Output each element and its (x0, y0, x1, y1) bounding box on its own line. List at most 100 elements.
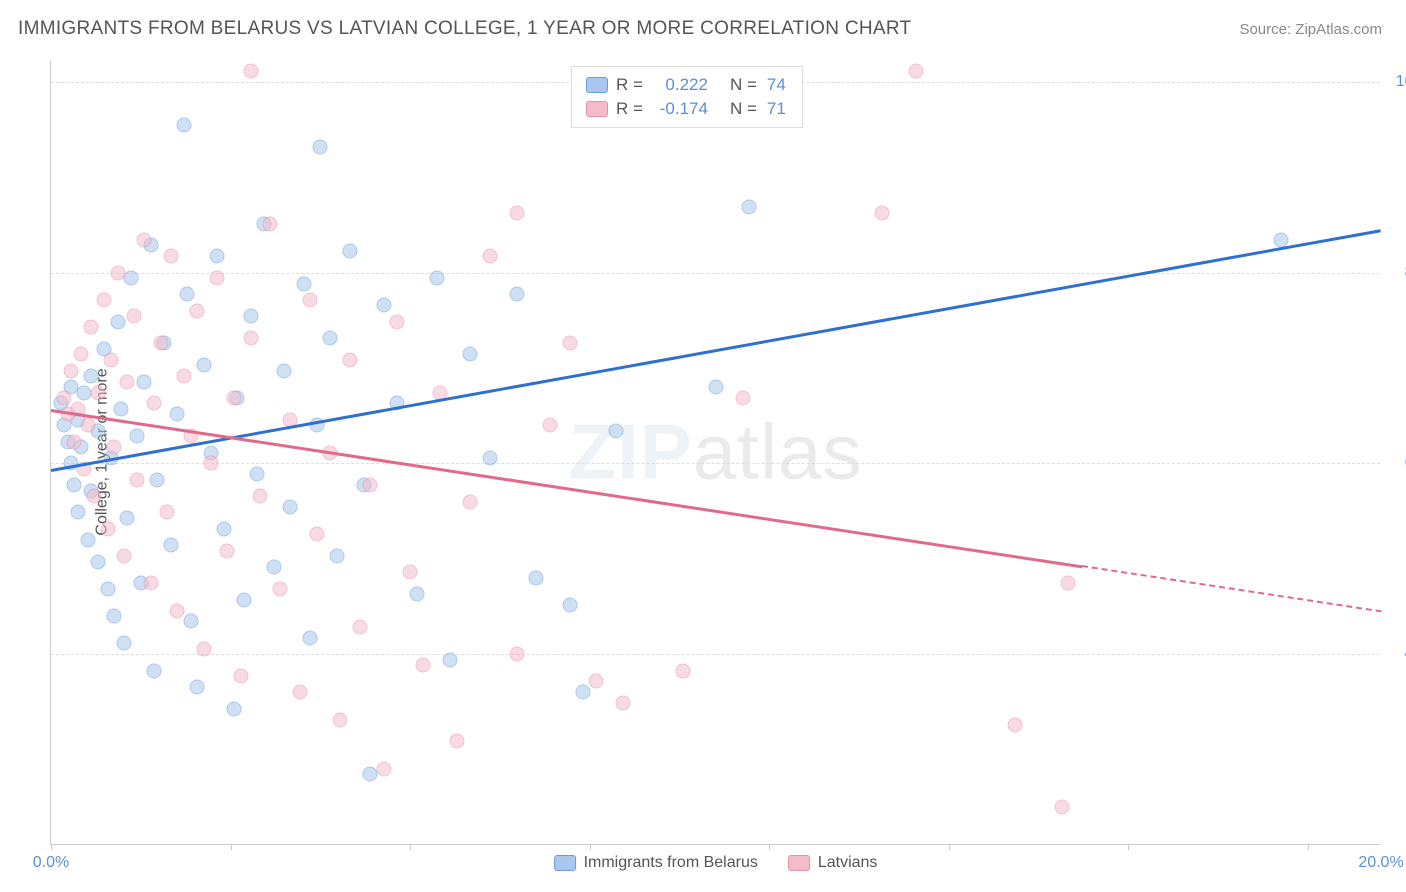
watermark: ZIPatlas (568, 407, 862, 498)
data-point (363, 478, 378, 493)
data-point (709, 380, 724, 395)
data-point (226, 390, 241, 405)
data-point (73, 347, 88, 362)
data-point (329, 549, 344, 564)
gridline (51, 463, 1380, 464)
data-point (67, 478, 82, 493)
n-label: N = (730, 75, 757, 95)
data-point (216, 521, 231, 536)
data-point (735, 390, 750, 405)
data-point (130, 429, 145, 444)
x-tick (590, 844, 591, 850)
data-point (170, 407, 185, 422)
data-point (67, 434, 82, 449)
data-point (153, 336, 168, 351)
data-point (243, 63, 258, 78)
data-point (273, 581, 288, 596)
data-point (123, 271, 138, 286)
data-point (443, 652, 458, 667)
data-point (243, 331, 258, 346)
data-point (147, 396, 162, 411)
x-tick (949, 844, 950, 850)
data-point (509, 287, 524, 302)
legend-swatch (788, 855, 810, 871)
data-point (376, 761, 391, 776)
data-point (120, 374, 135, 389)
data-point (87, 489, 102, 504)
data-point (100, 581, 115, 596)
data-point (343, 243, 358, 258)
data-point (113, 401, 128, 416)
data-point (276, 363, 291, 378)
series-name: Immigrants from Belarus (584, 854, 758, 872)
x-tick-label: 0.0% (33, 854, 69, 872)
data-point (220, 543, 235, 558)
trend-line (51, 229, 1381, 471)
data-point (243, 309, 258, 324)
data-point (313, 140, 328, 155)
data-point (323, 331, 338, 346)
data-point (389, 314, 404, 329)
gridline (51, 273, 1380, 274)
data-point (80, 532, 95, 547)
data-point (482, 249, 497, 264)
n-value: 71 (767, 99, 786, 119)
legend-item: Latvians (788, 854, 878, 872)
r-label: R = (616, 99, 643, 119)
data-point (110, 265, 125, 280)
data-point (1061, 576, 1076, 591)
data-point (310, 527, 325, 542)
data-point (150, 472, 165, 487)
x-tick (1128, 844, 1129, 850)
x-tick (1308, 844, 1309, 850)
legend-row: R =0.222N =74 (586, 73, 788, 97)
data-point (303, 630, 318, 645)
data-point (107, 609, 122, 624)
data-point (177, 118, 192, 133)
data-point (137, 232, 152, 247)
data-point (143, 576, 158, 591)
chart-title: IMMIGRANTS FROM BELARUS VS LATVIAN COLLE… (18, 18, 911, 40)
data-point (529, 570, 544, 585)
data-point (742, 200, 757, 215)
data-point (190, 303, 205, 318)
data-point (675, 663, 690, 678)
data-point (449, 734, 464, 749)
data-point (90, 554, 105, 569)
data-point (120, 510, 135, 525)
y-tick-label: 82.5% (1390, 264, 1406, 282)
data-point (296, 276, 311, 291)
series-legend: Immigrants from Belarus Latvians (554, 854, 878, 872)
data-point (70, 505, 85, 520)
data-point (100, 521, 115, 536)
data-point (233, 669, 248, 684)
x-tick (231, 844, 232, 850)
data-point (562, 336, 577, 351)
data-point (353, 619, 368, 634)
data-point (509, 205, 524, 220)
data-point (203, 456, 218, 471)
data-point (110, 314, 125, 329)
data-point (482, 450, 497, 465)
data-point (90, 385, 105, 400)
data-point (127, 309, 142, 324)
r-value: -0.174 (653, 99, 708, 119)
x-tick (769, 844, 770, 850)
y-tick-label: 47.5% (1390, 645, 1406, 663)
r-value: 0.222 (653, 75, 708, 95)
data-point (253, 489, 268, 504)
data-point (177, 369, 192, 384)
data-point (103, 352, 118, 367)
legend-row: R =-0.174N =71 (586, 97, 788, 121)
data-point (163, 538, 178, 553)
data-point (210, 271, 225, 286)
data-point (1008, 718, 1023, 733)
data-point (83, 369, 98, 384)
data-point (333, 712, 348, 727)
data-point (97, 292, 112, 307)
x-tick (51, 844, 52, 850)
data-point (137, 374, 152, 389)
data-point (266, 559, 281, 574)
data-point (615, 696, 630, 711)
data-point (1054, 799, 1069, 814)
